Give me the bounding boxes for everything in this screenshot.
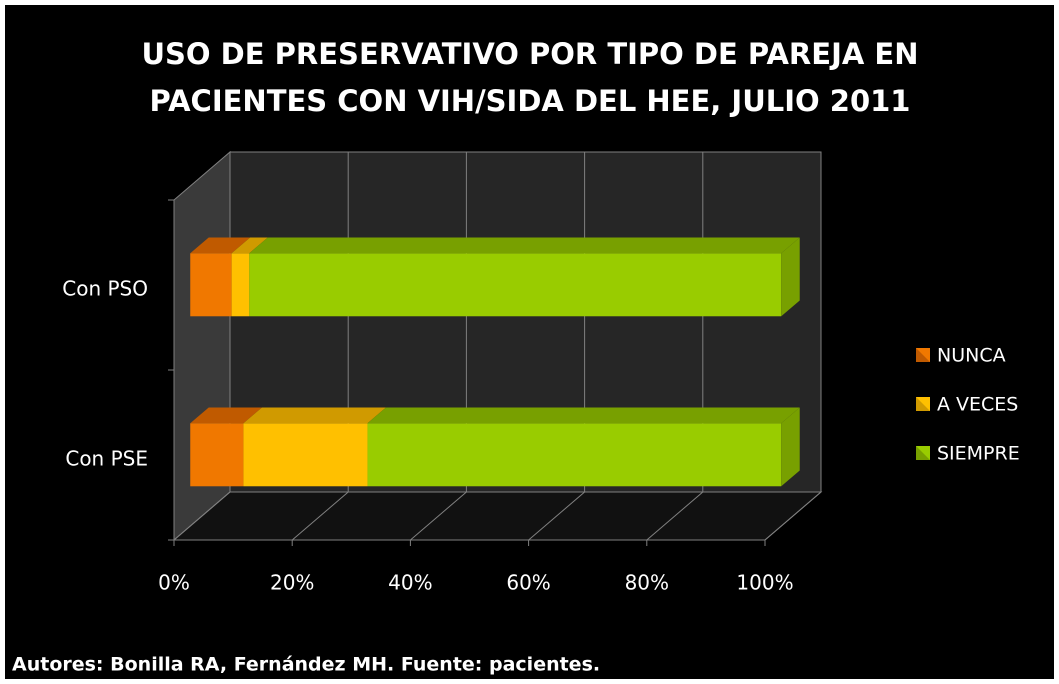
- grid-line: [764, 152, 822, 541]
- bar: [190, 423, 244, 487]
- legend-swatch-shade: [916, 397, 930, 411]
- bar: [231, 253, 250, 317]
- bar: [243, 423, 368, 487]
- x-tick-label: 100%: [736, 571, 793, 595]
- x-tick-label: 0%: [158, 571, 190, 595]
- bar-top: [231, 237, 268, 254]
- legend-label: SIEMPRE: [937, 443, 1020, 465]
- bar: [190, 253, 232, 317]
- bar-top: [367, 407, 800, 424]
- y-tick-label: Con PSO: [62, 277, 148, 301]
- floor: [172, 491, 823, 541]
- bar: [367, 423, 782, 487]
- bar-top: [249, 237, 800, 254]
- x-tick-label: 40%: [388, 571, 432, 595]
- x-tick-label: 80%: [625, 571, 669, 595]
- bar-top: [243, 407, 387, 424]
- bar-side: [781, 237, 800, 317]
- footnote: Autores: Bonilla RA, Fernández MH. Fuent…: [12, 654, 600, 676]
- bar-side: [781, 407, 800, 487]
- chart-title: PACIENTES CON VIH/SIDA DEL HEE, JULIO 20…: [150, 84, 911, 118]
- x-tick-label: 60%: [506, 571, 550, 595]
- bar-top: [190, 237, 251, 254]
- legend-swatch-shade: [916, 348, 930, 362]
- legend-swatch-shade: [916, 446, 930, 460]
- bar-top: [190, 407, 262, 424]
- legend-label: A VECES: [937, 394, 1018, 416]
- y-tick-label: Con PSE: [65, 447, 148, 471]
- bar: [249, 253, 782, 317]
- x-tick-label: 20%: [270, 571, 314, 595]
- chart-title: USO DE PRESERVATIVO POR TIPO DE PAREJA E…: [142, 37, 919, 71]
- legend-label: NUNCA: [937, 345, 1006, 367]
